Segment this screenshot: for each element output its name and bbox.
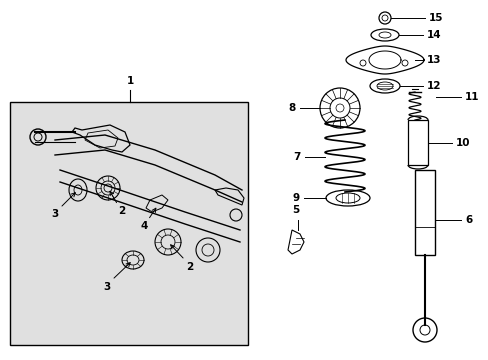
Text: 2: 2 [186, 262, 193, 272]
Text: 8: 8 [288, 103, 295, 113]
Text: 3: 3 [103, 282, 110, 292]
Bar [10, 102, 247, 345]
Text: 4: 4 [140, 221, 147, 231]
Text: 1: 1 [126, 76, 133, 86]
Text: 2: 2 [118, 206, 125, 216]
Text: 9: 9 [292, 193, 299, 203]
Text: 11: 11 [464, 92, 479, 102]
Text: 5: 5 [292, 205, 299, 215]
Text: 12: 12 [426, 81, 441, 91]
Text: 10: 10 [455, 138, 469, 148]
Bar [407, 120, 427, 165]
Bar [414, 170, 434, 255]
Text: 7: 7 [293, 152, 301, 162]
Text: 14: 14 [426, 30, 441, 40]
Text: 15: 15 [428, 13, 443, 23]
Text: 13: 13 [426, 55, 441, 65]
Text: 3: 3 [51, 209, 59, 219]
Text: 6: 6 [464, 215, 471, 225]
